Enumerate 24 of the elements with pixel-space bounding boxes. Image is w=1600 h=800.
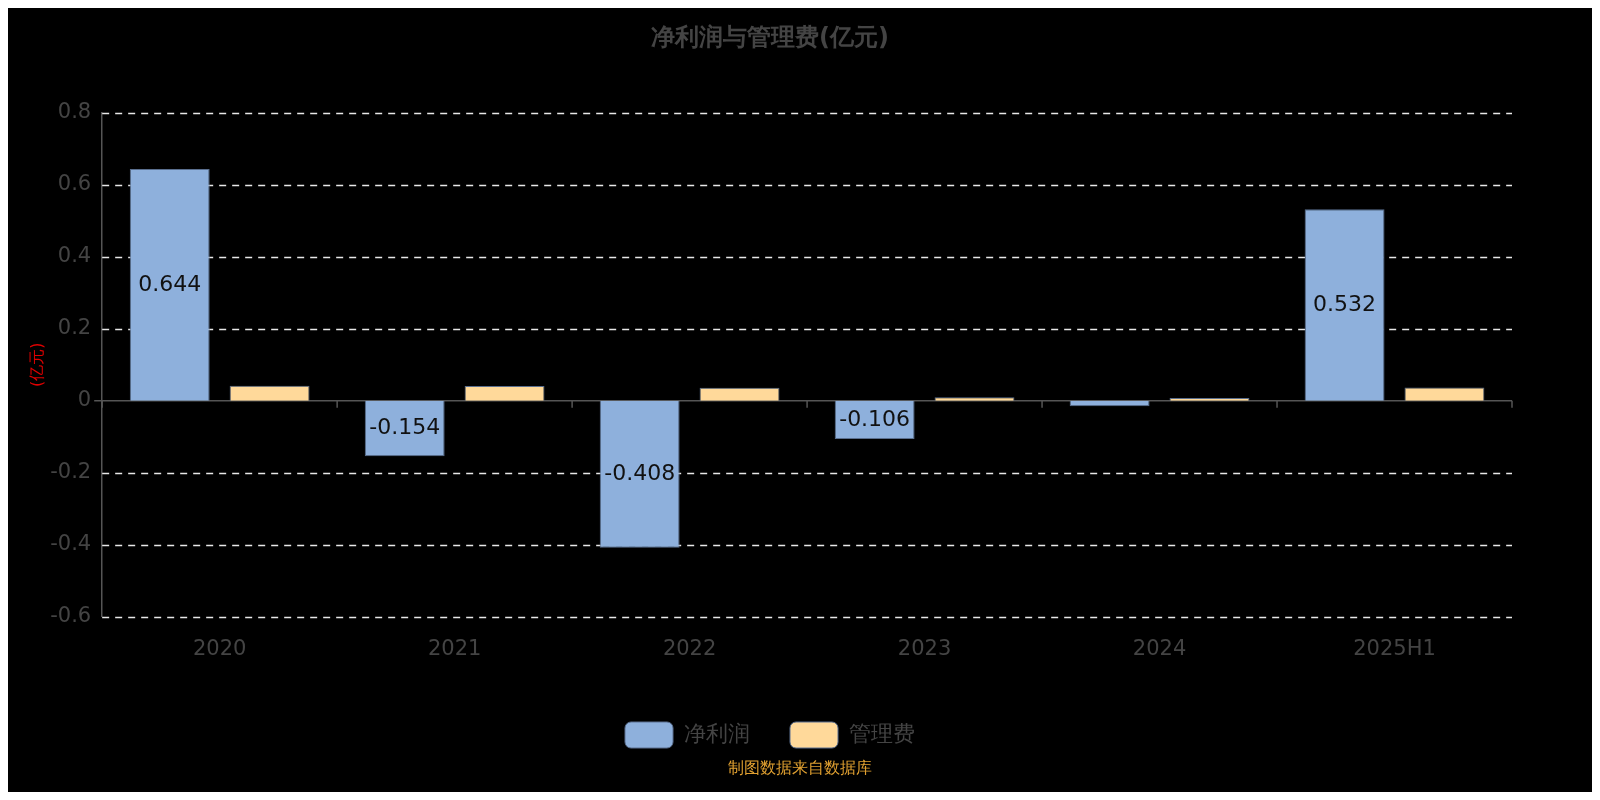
y-tick-label: 0 xyxy=(77,387,92,412)
data-label: 0.644 xyxy=(138,270,202,296)
data-label: -0.154 xyxy=(369,414,441,440)
y-tick-label: -0.4 xyxy=(50,531,92,556)
chart-title: 净利润与管理费(亿元) xyxy=(651,22,889,51)
x-tick-label: 2023 xyxy=(897,635,952,660)
y-tick-label: -0.6 xyxy=(50,603,92,628)
data-label: -0.408 xyxy=(604,459,676,485)
y-axis-title: (亿元) xyxy=(26,342,46,388)
data-label: -0.106 xyxy=(839,405,911,431)
y-tick-label: 0.8 xyxy=(57,99,92,124)
x-tick-label: 2024 xyxy=(1132,635,1187,660)
x-tick-label: 2025H1 xyxy=(1353,635,1436,660)
x-tick-label: 2021 xyxy=(427,635,482,660)
y-tick-label: -0.2 xyxy=(50,459,92,484)
x-tick-label: 2020 xyxy=(192,635,247,660)
legend-label: 净利润 xyxy=(684,720,750,746)
text: 制图数据来自数据库 xyxy=(727,758,873,779)
y-tick-label: 0.4 xyxy=(57,243,92,268)
x-tick-label: 2022 xyxy=(662,635,717,660)
legend-label: 管理费 xyxy=(849,720,915,746)
y-tick-label: 0.2 xyxy=(57,315,92,340)
data-label: 0.532 xyxy=(1313,290,1377,316)
y-tick-label: 0.6 xyxy=(57,171,92,196)
